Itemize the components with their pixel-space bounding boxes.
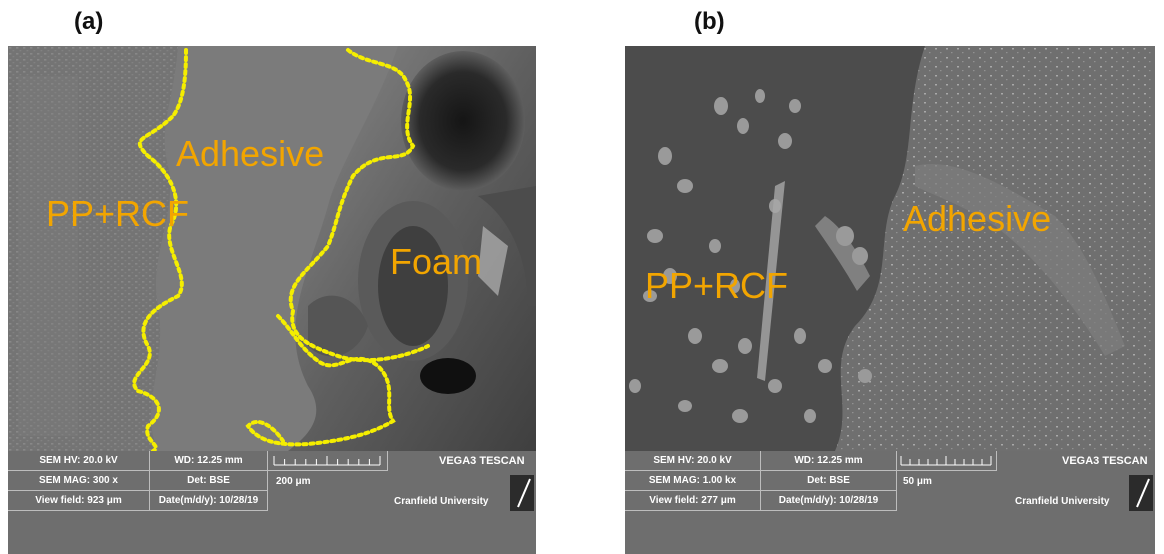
hv-readout-b: SEM HV: 20.0 kV — [625, 451, 761, 471]
scale-bar-ticks — [273, 456, 381, 466]
sem-info-bar-b: SEM HV: 20.0 kV WD: 12.25 mm VEGA3 TESCA… — [625, 451, 1155, 554]
detector-readout: Det: BSE — [150, 471, 268, 491]
date-readout-b: Date(m/d/y): 10/28/19 — [761, 491, 897, 511]
panel-a-label: (a) — [74, 8, 104, 35]
institution-label-b: Cranfield University — [1015, 496, 1110, 507]
view-field-readout: View field: 923 μm — [8, 491, 150, 511]
wd-readout-b: WD: 12.25 mm — [761, 451, 897, 471]
institution-label: Cranfield University — [394, 496, 489, 507]
view-field-readout-b: View field: 277 μm — [625, 491, 761, 511]
sem-micrograph-b — [625, 46, 1155, 451]
wd-readout: WD: 12.25 mm — [150, 451, 268, 471]
region-label-substrate: PP+RCF — [46, 193, 190, 234]
sem-micrograph-a — [8, 46, 536, 451]
sem-info-bar-a: SEM HV: 20.0 kV WD: 12.25 mm VEGA3 TESCA… — [8, 451, 536, 554]
institution-logo-icon — [510, 475, 534, 511]
region-label-adhesive-b: Adhesive — [903, 198, 1052, 239]
scale-bar-ticks-b — [900, 456, 992, 466]
region-label-foam: Foam — [390, 241, 483, 282]
sem-panel-b: Adhesive PP+RCF SEM HV: 20.0 kV WD: 12.2… — [625, 46, 1155, 554]
sem-panel-a: Adhesive PP+RCF Foam SEM HV: 20.0 kV WD:… — [8, 46, 536, 554]
scale-bar-label-b: 50 μm — [903, 476, 932, 487]
microscope-brand: VEGA3 TESCAN — [439, 455, 525, 467]
date-readout: Date(m/d/y): 10/28/19 — [150, 491, 268, 511]
region-label-substrate-b: PP+RCF — [645, 265, 789, 306]
scale-bar-b — [897, 451, 997, 471]
microscope-brand-b: VEGA3 TESCAN — [1062, 455, 1148, 467]
scale-bar — [268, 451, 388, 471]
hv-readout: SEM HV: 20.0 kV — [8, 451, 150, 471]
mag-readout-b: SEM MAG: 1.00 kx — [625, 471, 761, 491]
scale-bar-label: 200 μm — [276, 476, 311, 487]
institution-logo-icon-b — [1129, 475, 1153, 511]
detector-readout-b: Det: BSE — [761, 471, 897, 491]
panel-b-label: (b) — [694, 8, 725, 35]
mag-readout: SEM MAG: 300 x — [8, 471, 150, 491]
region-label-adhesive: Adhesive — [176, 133, 325, 174]
